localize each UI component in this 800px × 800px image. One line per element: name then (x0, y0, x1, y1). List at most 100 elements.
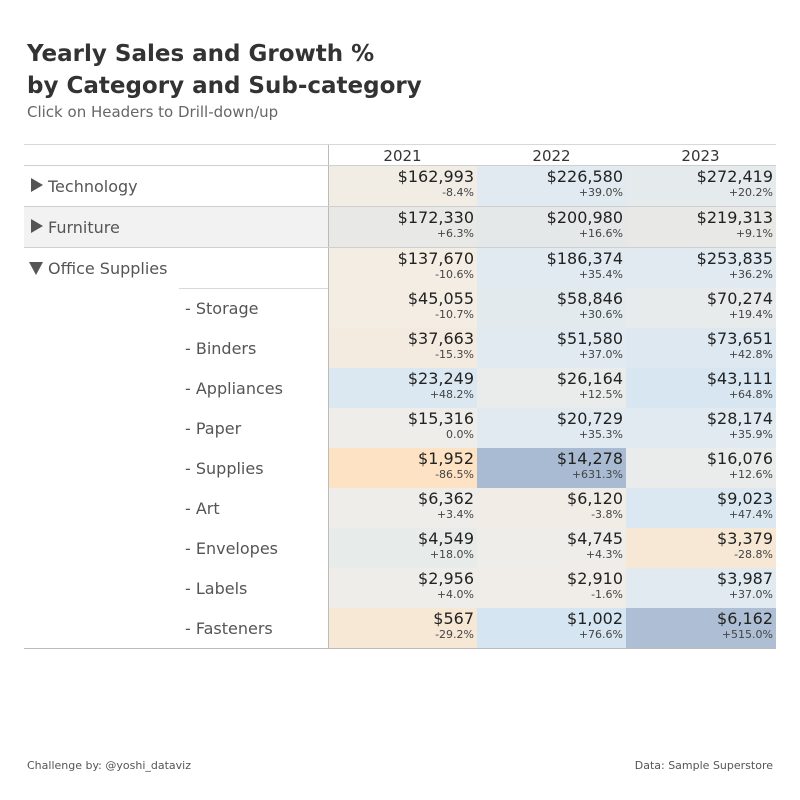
growth-percent: -3.8% (591, 508, 623, 521)
sales-value: $272,419 (696, 167, 773, 186)
growth-percent: +37.0% (728, 588, 773, 601)
subcategory-label: - Appliances (185, 379, 283, 398)
category-header[interactable]: Office Supplies (48, 259, 168, 278)
subcategory-row: - Art $6,362 +3.4% $6,120 -3.8% $9,023 +47.4% (24, 488, 776, 528)
sales-value: $26,164 (556, 369, 623, 388)
sales-growth-table: 2021 2022 2023 Technology $162,993 -8.4% $2… (24, 144, 776, 649)
sales-value: $6,120 (567, 489, 623, 508)
table-cell: $20,729 +35.3% (477, 408, 626, 448)
subcategory-label: - Storage (185, 299, 259, 318)
category-header[interactable]: Technology (48, 177, 138, 196)
subcategory-label: - Binders (185, 339, 257, 358)
table-cell: $6,362 +3.4% (328, 488, 477, 528)
table-cell: $6,120 -3.8% (477, 488, 626, 528)
table-cell: $1,952 -86.5% (328, 448, 477, 488)
table-cell: $2,956 +4.0% (328, 568, 477, 608)
sales-value: $16,076 (706, 449, 773, 468)
subcategory-row: - Labels $2,956 +4.0% $2,910 -1.6% $3,987 +37.… (24, 568, 776, 608)
table-cell: $3,987 +37.0% (626, 568, 776, 608)
sales-value: $4,549 (418, 529, 474, 548)
table-cell: $37,663 -15.3% (328, 328, 477, 368)
sales-value: $9,023 (717, 489, 773, 508)
sales-value: $4,745 (567, 529, 623, 548)
growth-percent: -15.3% (435, 348, 474, 361)
category-header[interactable]: Furniture (48, 218, 120, 237)
table-cell: $137,670 -10.6% (328, 248, 477, 288)
table-cell: $200,980 +16.6% (477, 207, 626, 247)
expand-triangle-icon[interactable] (31, 178, 43, 192)
subcategory-row: - Fasteners $567 -29.2% $1,002 +76.6% $6,162 +… (24, 608, 776, 648)
table-cell: $73,651 +42.8% (626, 328, 776, 368)
table-cell: $4,549 +18.0% (328, 528, 477, 568)
growth-percent: +4.0% (436, 588, 474, 601)
category-row: Office Supplies $137,670 -10.6% $186,374 +35… (24, 247, 776, 288)
sales-value: $226,580 (546, 167, 623, 186)
subcategory-label: - Labels (185, 579, 248, 598)
subcategory-row: - Appliances $23,249 +48.2% $26,164 +12.5% $4… (24, 368, 776, 408)
table-cell: $219,313 +9.1% (626, 207, 776, 247)
subcategory-label: - Art (185, 499, 220, 518)
table-cell: $272,419 +20.2% (626, 166, 776, 206)
sales-value: $58,846 (556, 289, 623, 308)
sales-value: $6,362 (418, 489, 474, 508)
subcategory-row: - Binders $37,663 -15.3% $51,580 +37.0% $73,6… (24, 328, 776, 368)
table-cell: $3,379 -28.8% (626, 528, 776, 568)
expand-triangle-icon[interactable] (31, 219, 43, 233)
year-header-2021[interactable]: 2021 (383, 147, 422, 165)
table-cell: $58,846 +30.6% (477, 288, 626, 328)
sales-value: $45,055 (407, 289, 474, 308)
sales-value: $2,910 (567, 569, 623, 588)
collapse-triangle-icon[interactable] (29, 262, 43, 275)
growth-percent: +631.3% (571, 468, 623, 481)
table-cell: $1,002 +76.6% (477, 608, 626, 648)
sales-value: $15,316 (407, 409, 474, 428)
growth-percent: -29.2% (435, 628, 474, 641)
sales-value: $23,249 (407, 369, 474, 388)
table-cell: $28,174 +35.9% (626, 408, 776, 448)
growth-percent: -28.8% (734, 548, 773, 561)
growth-percent: +35.9% (728, 428, 773, 441)
year-header-2023[interactable]: 2023 (681, 147, 720, 165)
growth-percent: +20.2% (728, 186, 773, 199)
table-cell: $186,374 +35.4% (477, 248, 626, 288)
growth-percent: -8.4% (442, 186, 474, 199)
growth-percent: +6.3% (436, 227, 474, 240)
subcategory-row: - Supplies $1,952 -86.5% $14,278 +631.3% $16,… (24, 448, 776, 488)
subtitle: Click on Headers to Drill-down/up (27, 103, 279, 121)
table-cell: $9,023 +47.4% (626, 488, 776, 528)
table-cell: $2,910 -1.6% (477, 568, 626, 608)
sales-value: $200,980 (546, 208, 623, 227)
sales-value: $20,729 (556, 409, 623, 428)
year-header-row: 2021 2022 2023 (24, 144, 776, 165)
sales-value: $14,278 (556, 449, 623, 468)
table-cell: $70,274 +19.4% (626, 288, 776, 328)
table-cell: $226,580 +39.0% (477, 166, 626, 206)
growth-percent: +48.2% (429, 388, 474, 401)
growth-percent: +42.8% (728, 348, 773, 361)
table-cell: $6,162 +515.0% (626, 608, 776, 648)
subcategory-label: - Paper (185, 419, 242, 438)
sales-value: $219,313 (696, 208, 773, 227)
growth-percent: 0.0% (446, 428, 474, 441)
table-cell: $15,316 0.0% (328, 408, 477, 448)
sales-value: $73,651 (706, 329, 773, 348)
year-header-2022[interactable]: 2022 (532, 147, 571, 165)
growth-percent: +47.4% (728, 508, 773, 521)
subcategory-label: - Fasteners (185, 619, 273, 638)
growth-percent: -86.5% (435, 468, 474, 481)
growth-percent: -10.7% (435, 308, 474, 321)
table-cell: $26,164 +12.5% (477, 368, 626, 408)
sales-value: $3,987 (717, 569, 773, 588)
subcategory-row: - Storage $45,055 -10.7% $58,846 +30.6% $70,2… (24, 288, 776, 328)
growth-percent: +3.4% (436, 508, 474, 521)
growth-percent: +12.5% (578, 388, 623, 401)
growth-percent: +515.0% (721, 628, 773, 641)
header-divider (328, 145, 329, 165)
growth-percent: +16.6% (578, 227, 623, 240)
growth-percent: +64.8% (728, 388, 773, 401)
growth-percent: +37.0% (578, 348, 623, 361)
sales-value: $3,379 (717, 529, 773, 548)
growth-percent: +39.0% (578, 186, 623, 199)
category-row: Furniture $172,330 +6.3% $200,980 +16.6% $219… (24, 206, 776, 247)
sales-value: $172,330 (397, 208, 474, 227)
